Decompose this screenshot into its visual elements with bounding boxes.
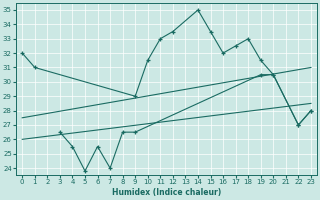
X-axis label: Humidex (Indice chaleur): Humidex (Indice chaleur) bbox=[112, 188, 221, 197]
